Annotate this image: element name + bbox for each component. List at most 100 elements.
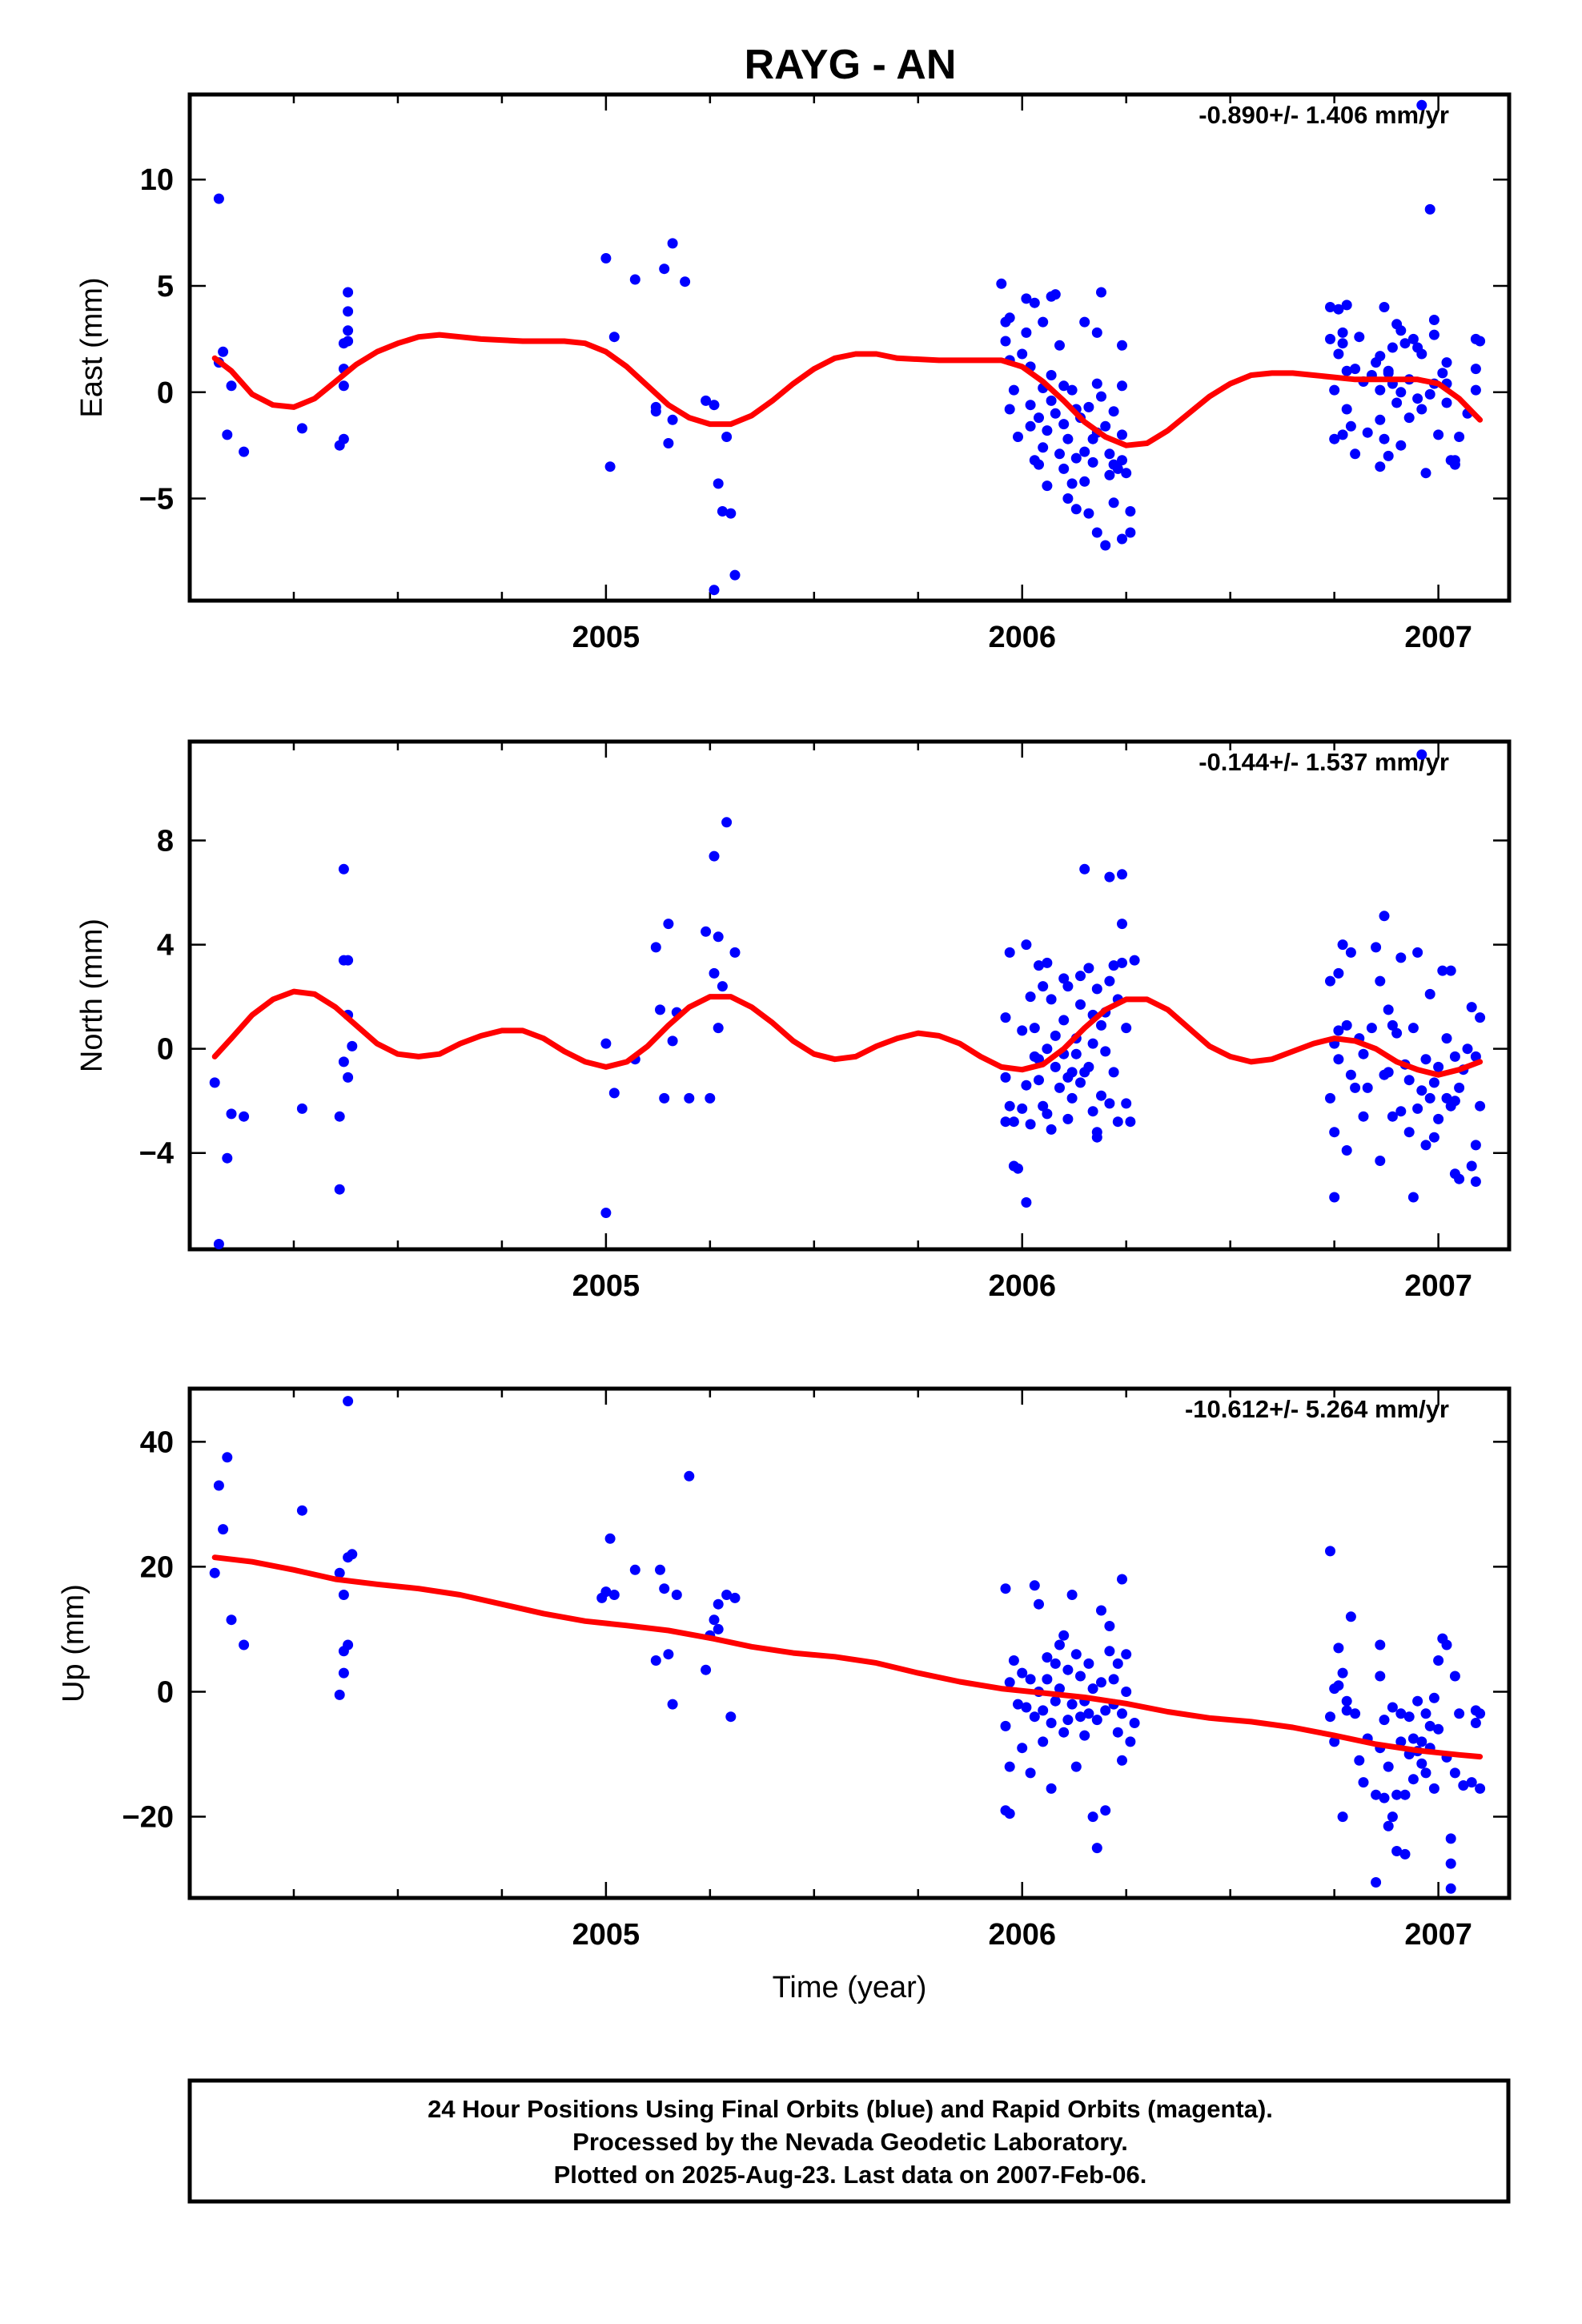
up-data-point [659,1583,670,1594]
east-data-point [1108,406,1119,417]
north-data-point [717,981,728,992]
north-data-point [729,947,741,958]
east-data-point [1038,442,1049,453]
east-data-point [1125,506,1136,517]
up-data-point [1070,1649,1082,1660]
north-data-point [1121,1023,1132,1034]
east-data-point [1042,425,1053,436]
up-data-point [1117,1708,1127,1719]
north-data-point [600,1038,612,1049]
north-data-point [343,955,354,966]
up-data-point [334,1689,345,1700]
north-rate-annotation: -0.144+/- 1.537 mm/yr [1199,748,1449,776]
north-data-point [1462,1043,1473,1055]
up-data-point [1100,1705,1111,1716]
north-data-point [1042,1043,1053,1055]
up-data-point [1399,1789,1411,1800]
east-data-point [1008,384,1019,396]
up-data-point [1104,1621,1115,1631]
up-data-point [1121,1687,1132,1697]
up-data-point [1407,1774,1419,1785]
north-data-point [1038,981,1049,992]
east-data-point [729,569,741,581]
up-data-point [608,1590,620,1600]
north-data-point [684,1092,695,1104]
up-data-point [1333,1642,1344,1654]
north-data-point [1407,1192,1419,1203]
east-data-point [600,253,612,263]
east-data-point [1416,404,1427,415]
east-data-point [222,429,233,440]
up-x-axis-label: Time (year) [773,1971,927,2004]
north-data-point [663,919,674,930]
north-data-point [1034,1054,1044,1065]
up-data-point [1358,1777,1369,1788]
north-data-point [1329,1127,1340,1138]
caption-line-3: Plotted on 2025-Aug-23. Last data on 200… [554,2161,1147,2189]
up-data-point [1329,1736,1340,1747]
up-data-point [629,1564,640,1575]
east-plot-frame [187,92,1512,603]
north-data-point [1375,1156,1386,1166]
up-data-point [1379,1792,1390,1803]
east-data-point [1379,433,1390,444]
up-data-point [1054,1639,1065,1651]
north-data-point [296,1103,307,1114]
north-data-point [1034,960,1044,971]
east-data-point [1046,395,1057,406]
east-x-tick-label: 2007 [1404,621,1472,654]
up-data-point [1333,1680,1344,1691]
north-data-point [1341,1019,1352,1031]
east-data-point [1025,420,1036,432]
up-data-point [1387,1811,1398,1823]
up-data-point [222,1452,233,1463]
up-data-point [1470,1718,1481,1728]
up-data-point [650,1655,661,1666]
up-data-point [347,1549,358,1560]
up-data-point [1000,1583,1011,1594]
east-data-point [1337,429,1348,440]
up-data-point [1354,1755,1365,1766]
east-data-point [1091,378,1102,389]
north-data-point [1021,1197,1032,1208]
north-data-point [1433,1113,1444,1124]
east-data-point [1079,446,1090,457]
north-data-point [1075,999,1086,1010]
east-data-point [1108,497,1119,509]
up-x-tick-label: 2005 [572,1918,640,1952]
caption-box: 24 Hour Positions Using Final Orbits (bl… [187,2078,1511,2204]
up-data-point [1428,1692,1439,1703]
north-plot-area [209,749,1486,1249]
north-data-point [1058,973,1070,984]
up-data-point [1371,1877,1382,1888]
east-data-point [1050,289,1061,300]
north-data-point [600,1208,612,1218]
east-data-point [1424,388,1435,400]
east-data-point [659,263,670,275]
north-data-point [701,926,712,937]
up-data-point [213,1480,224,1491]
up-data-point [1112,1658,1123,1669]
up-data-point [1079,1730,1090,1741]
up-data-point [1091,1715,1102,1726]
north-data-point [1117,957,1127,968]
up-data-point [1025,1767,1036,1779]
east-y-tick-label: 10 [140,163,174,197]
east-data-point [1079,476,1090,487]
up-data-point [1407,1733,1419,1744]
north-data-point [1403,1127,1415,1138]
north-data-point [1454,1173,1465,1184]
north-data-point [1433,1061,1444,1072]
north-data-point [608,1088,620,1099]
up-data-point [1416,1736,1427,1747]
up-data-point [1424,1720,1435,1731]
up-data-point [725,1711,737,1723]
north-data-point [338,863,349,875]
north-x-tick-label: 2005 [572,1269,640,1303]
up-data-point [1087,1811,1098,1823]
east-data-point [1428,329,1439,340]
east-data-point [1042,480,1053,492]
north-data-point [1083,1061,1094,1072]
up-data-point [218,1524,229,1535]
up-data-point [1017,1667,1028,1679]
